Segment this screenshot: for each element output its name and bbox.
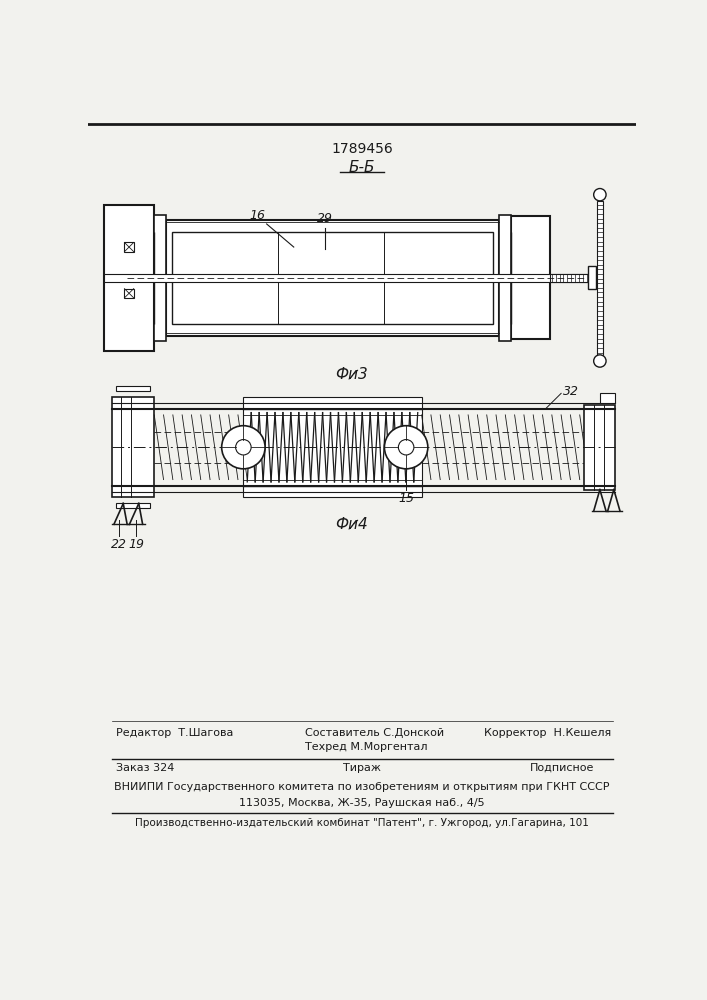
Text: Фи̷4: Фи̷4 xyxy=(336,517,368,532)
Bar xyxy=(105,205,153,350)
Bar xyxy=(510,216,549,339)
Text: Техред М.Моргентал: Техред М.Моргентал xyxy=(305,742,428,752)
Bar xyxy=(172,232,493,324)
Bar xyxy=(124,289,134,298)
Text: Корректор  Н.Кешеля: Корректор Н.Кешеля xyxy=(484,728,611,738)
Text: Редактор  Т.Шагова: Редактор Т.Шагова xyxy=(115,728,233,738)
Text: 16: 16 xyxy=(250,209,265,222)
Bar xyxy=(512,217,549,339)
Text: 19: 19 xyxy=(129,538,144,551)
Bar xyxy=(167,327,498,335)
Bar xyxy=(112,397,154,497)
Circle shape xyxy=(398,440,414,455)
Bar xyxy=(512,217,549,339)
Bar xyxy=(124,242,134,252)
Bar xyxy=(154,215,166,341)
Bar xyxy=(105,205,153,350)
Bar xyxy=(104,205,154,351)
Text: Фи̷3: Фи̷3 xyxy=(336,366,368,381)
Text: 22: 22 xyxy=(112,538,127,551)
Text: Заказ 324: Заказ 324 xyxy=(115,763,174,773)
Bar xyxy=(167,221,498,229)
Circle shape xyxy=(222,426,265,469)
Circle shape xyxy=(235,440,251,455)
Bar xyxy=(597,201,603,355)
Bar xyxy=(104,274,592,282)
Bar xyxy=(115,386,151,391)
Text: ВНИИПИ Государственного комитета по изобретениям и открытиям при ГКНТ СССР: ВНИИПИ Государственного комитета по изоб… xyxy=(115,782,609,792)
Bar xyxy=(115,503,151,508)
Bar xyxy=(166,220,499,336)
Circle shape xyxy=(594,355,606,367)
Text: 32: 32 xyxy=(563,385,578,398)
Text: 29: 29 xyxy=(317,212,333,225)
Bar xyxy=(588,266,596,289)
Text: 1789456: 1789456 xyxy=(331,142,393,156)
Circle shape xyxy=(385,426,428,469)
Bar xyxy=(243,397,421,497)
Text: Подписное: Подписное xyxy=(530,763,595,773)
Text: Тираж: Тираж xyxy=(343,763,381,773)
Text: Составитель С.Донской: Составитель С.Донской xyxy=(305,728,445,738)
Text: 113035, Москва, Ж-35, Раушская наб., 4/5: 113035, Москва, Ж-35, Раушская наб., 4/5 xyxy=(239,798,485,808)
Text: Производственно-издательский комбинат "Патент", г. Ужгород, ул.Гагарина, 101: Производственно-издательский комбинат "П… xyxy=(135,818,589,828)
Bar xyxy=(600,393,615,403)
Bar xyxy=(499,215,510,341)
Text: 15: 15 xyxy=(398,492,414,505)
Text: Б-Б: Б-Б xyxy=(349,160,375,175)
Bar xyxy=(549,274,588,282)
Circle shape xyxy=(594,189,606,201)
Bar xyxy=(585,405,615,490)
